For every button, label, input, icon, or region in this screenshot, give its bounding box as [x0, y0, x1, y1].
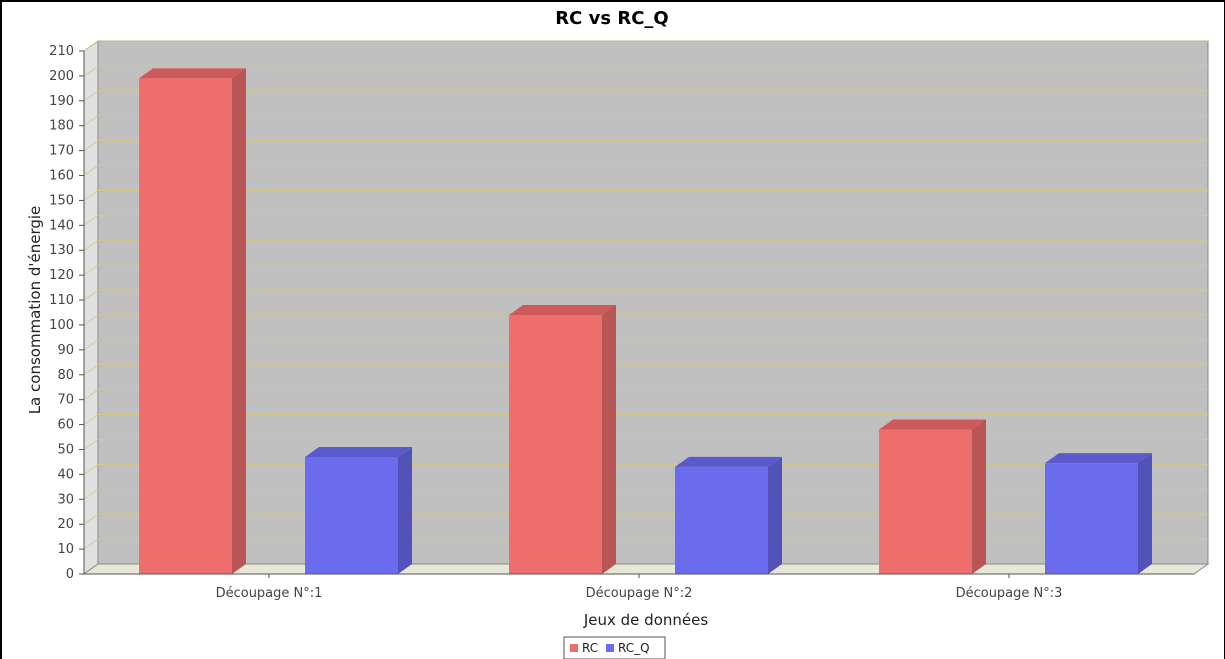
y-tick-label: 70 [57, 393, 74, 408]
y-tick-label: 140 [49, 218, 74, 233]
x-tick-label: Découpage N°:1 [216, 586, 323, 601]
bars [139, 68, 1152, 575]
y-tick-label: 170 [49, 144, 74, 159]
bar-top [305, 446, 412, 457]
y-tick-label: 210 [49, 44, 74, 59]
y-tick-label: 180 [49, 119, 74, 134]
y-tick-label: 0 [66, 567, 74, 582]
legend-label: RC [582, 641, 598, 655]
bar-rc-q-1 [305, 446, 412, 574]
bar-front [139, 78, 232, 575]
y-tick-label: 110 [49, 293, 74, 308]
bar-rc-2 [509, 304, 616, 574]
grid-line [83, 414, 99, 425]
chart-title: RC vs RC_Q [555, 8, 668, 29]
legend-swatch [606, 644, 614, 652]
y-tick-label: 130 [49, 243, 74, 258]
grid-line [83, 339, 99, 351]
bar-top [139, 68, 246, 79]
bar-top [509, 304, 616, 315]
grid-line [83, 513, 99, 525]
legend-label: RC_Q [618, 641, 650, 655]
grid-line [83, 165, 99, 176]
x-axis-title: Jeux de données [583, 611, 708, 629]
y-tick-label: 150 [49, 193, 74, 208]
y-axis-title: La consommation d'énergie [26, 206, 44, 415]
y-axis: 0 10 20 30 40 50 60 70 80 90 100 110 120 130 140 150 160… [49, 44, 85, 582]
y-tick-label: 10 [57, 542, 74, 557]
y-tick-label: 50 [57, 442, 74, 457]
bar-rc-1 [139, 68, 246, 575]
grid-line [83, 190, 99, 201]
x-tick-label: Découpage N°:3 [956, 586, 1063, 601]
y-tick-label: 200 [49, 69, 74, 84]
bar-top [1045, 453, 1152, 464]
y-tick-label: 190 [49, 94, 74, 109]
y-tick-label: 100 [49, 318, 74, 333]
grid-line [83, 464, 99, 475]
bar-side [972, 419, 986, 574]
y-tick-label: 160 [49, 169, 74, 184]
grid-line [83, 314, 99, 326]
plot-area [82, 40, 1210, 575]
legend-box [563, 636, 666, 659]
grid-line [83, 40, 99, 52]
floor [82, 563, 1210, 575]
bar-side [768, 456, 782, 574]
grid-line [83, 364, 99, 376]
grid-line [83, 215, 99, 226]
y-tick-label: 80 [57, 368, 74, 383]
grid-lines [83, 40, 1208, 550]
grid-line [83, 439, 99, 450]
grid-line [83, 239, 99, 251]
bar-rc-q-3 [1045, 453, 1152, 574]
bar-rc-3 [879, 419, 986, 574]
bar-side [1138, 453, 1152, 574]
bar-side [602, 304, 616, 574]
bar-front [509, 314, 602, 574]
grid-line [83, 289, 99, 301]
back-wall [97, 40, 1209, 565]
y-tick-label: 30 [57, 492, 74, 507]
bar-side [398, 446, 412, 574]
grid-line [83, 389, 99, 400]
bar-front [305, 456, 398, 574]
y-tick-label: 90 [57, 343, 74, 358]
legend-swatch [570, 644, 578, 652]
bar-front [675, 466, 768, 574]
bar-top [675, 456, 782, 467]
y-tick-label: 60 [57, 418, 74, 433]
bar-front [879, 429, 972, 574]
grid-line [83, 488, 99, 500]
y-tick-label: 40 [57, 467, 74, 482]
y-tick-label: 20 [57, 517, 74, 532]
grid-line [83, 264, 99, 276]
y-tick-label: 120 [49, 268, 74, 283]
bar-front [1045, 463, 1138, 574]
grid-line [83, 538, 99, 550]
x-axis: Découpage N°:1 Découpage N°:2 Découpage N°… [84, 573, 1194, 601]
x-tick-label: Découpage N°:2 [586, 586, 693, 601]
grid-line [83, 90, 99, 102]
grid-line [83, 65, 99, 77]
grid-line [83, 140, 99, 151]
bar-top [879, 419, 986, 430]
bar-side [232, 68, 246, 575]
bar-rc-q-2 [675, 456, 782, 574]
grid-line [83, 115, 99, 127]
legend: RC RC_Q [563, 636, 666, 659]
